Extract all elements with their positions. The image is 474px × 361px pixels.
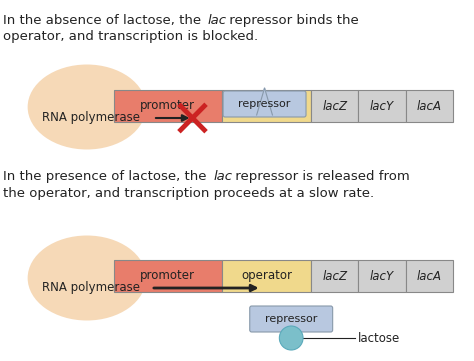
FancyBboxPatch shape — [223, 91, 306, 117]
Text: repressor is released from: repressor is released from — [231, 170, 410, 183]
FancyBboxPatch shape — [311, 260, 358, 292]
Text: lacZ: lacZ — [322, 270, 347, 283]
FancyBboxPatch shape — [358, 90, 406, 122]
Text: lacY: lacY — [370, 100, 394, 113]
FancyBboxPatch shape — [358, 260, 406, 292]
Text: RNA polymerase: RNA polymerase — [43, 112, 140, 125]
Ellipse shape — [27, 235, 146, 321]
Text: lac: lac — [213, 170, 232, 183]
FancyBboxPatch shape — [113, 260, 222, 292]
Text: In the absence of lactose, the: In the absence of lactose, the — [3, 14, 205, 27]
Text: repressor: repressor — [238, 99, 291, 109]
Text: promoter: promoter — [140, 270, 195, 283]
Text: repressor: repressor — [265, 314, 318, 324]
Text: In the presence of lactose, the: In the presence of lactose, the — [3, 170, 211, 183]
Polygon shape — [283, 330, 299, 337]
Text: promoter: promoter — [140, 100, 195, 113]
FancyBboxPatch shape — [222, 260, 311, 292]
Ellipse shape — [27, 65, 146, 149]
FancyBboxPatch shape — [250, 306, 333, 332]
Text: lacA: lacA — [417, 270, 442, 283]
FancyBboxPatch shape — [311, 90, 358, 122]
Text: operator: operator — [241, 100, 292, 113]
Polygon shape — [256, 88, 273, 115]
Text: RNA polymerase: RNA polymerase — [43, 282, 140, 295]
Text: lactose: lactose — [358, 331, 401, 344]
FancyBboxPatch shape — [406, 260, 453, 292]
Text: the operator, and transcription proceeds at a slow rate.: the operator, and transcription proceeds… — [3, 187, 374, 200]
Circle shape — [279, 326, 303, 350]
Text: repressor binds the: repressor binds the — [225, 14, 359, 27]
Text: operator: operator — [241, 270, 292, 283]
FancyBboxPatch shape — [222, 90, 311, 122]
FancyBboxPatch shape — [113, 90, 222, 122]
Text: lacZ: lacZ — [322, 100, 347, 113]
Text: lacA: lacA — [417, 100, 442, 113]
Text: lacY: lacY — [370, 270, 394, 283]
Text: operator, and transcription is blocked.: operator, and transcription is blocked. — [3, 30, 258, 43]
Text: lac: lac — [207, 14, 226, 27]
FancyBboxPatch shape — [406, 90, 453, 122]
